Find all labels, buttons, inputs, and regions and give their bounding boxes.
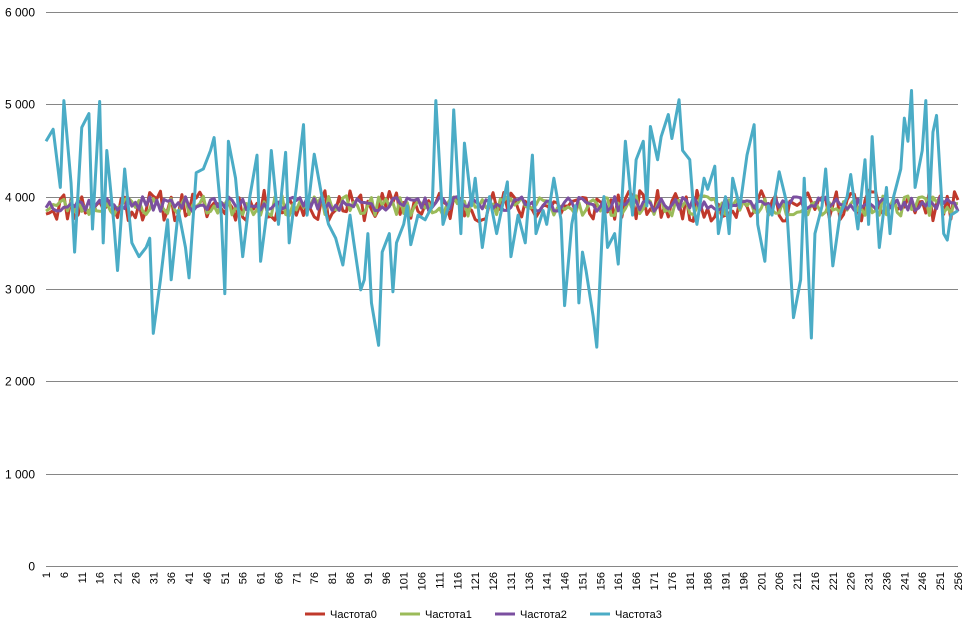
y-axis-ticks: 0 1 000 2 000 3 000 4 000 5 000 6 000 [5,6,35,574]
x-tick-label: 191 [721,572,733,590]
legend-label: Частота1 [425,609,472,621]
x-tick-label: 21 [113,572,125,584]
x-tick-label: 71 [291,572,303,584]
y-tick-label: 2 000 [5,375,35,389]
legend-label: Частота3 [615,609,662,621]
legend-label: Частота2 [520,609,567,621]
legend: Частота0 Частота1 Частота2 Частота3 [305,609,662,621]
x-tick-label: 181 [685,572,697,590]
x-tick-label: 201 [756,572,768,590]
x-tick-label: 121 [470,572,482,590]
x-tick-label: 26 [130,572,142,584]
series-line-Частота3 [44,88,959,349]
x-tick-label: 86 [345,572,357,584]
x-tick-label: 41 [184,572,196,584]
x-tick-label: 251 [935,572,947,590]
x-tick-label: 236 [881,572,893,590]
x-tick-label: 111 [434,572,446,589]
x-tick-label: 46 [202,572,214,584]
x-tick-label: 156 [595,572,607,590]
y-tick-label: 1 000 [5,468,35,482]
x-tick-label: 146 [560,572,572,590]
x-tick-label: 126 [488,572,500,590]
x-tick-label: 1 [41,572,53,578]
x-tick-label: 186 [703,572,715,590]
y-tick-label: 3 000 [5,283,35,297]
x-tick-label: 136 [524,572,536,590]
x-tick-label: 256 [953,572,965,590]
gridlines [46,12,958,567]
y-tick-label: 0 [28,560,35,574]
x-axis-ticks: 1 6 11 16 21 26 31 36 41 46 51 56 61 66 71 76 81 86 91 96 10… [41,572,965,590]
x-tick-label: 226 [846,572,858,590]
x-tick-label: 141 [542,572,554,590]
x-tick-label: 171 [649,572,661,590]
x-tick-label: 81 [327,572,339,584]
x-tick-label: 96 [381,572,393,584]
y-tick-label: 6 000 [5,6,35,20]
x-tick-label: 56 [238,572,250,584]
x-tick-label: 6 [59,572,71,578]
x-tick-label: 16 [95,572,107,584]
x-tick-label: 101 [399,572,411,590]
x-tick-label: 246 [917,572,929,590]
series-lines [44,88,960,349]
x-tick-label: 36 [166,572,178,584]
x-tick-label: 161 [613,572,625,590]
legend-label: Частота0 [330,609,377,621]
x-tick-label: 131 [506,572,518,590]
x-tick-label: 66 [273,572,285,584]
x-tick-label: 116 [452,572,464,590]
x-tick-label: 211 [792,572,804,590]
x-tick-label: 51 [220,572,232,584]
x-tick-label: 151 [577,572,589,590]
x-tick-label: 241 [899,572,911,590]
x-tick-label: 216 [810,572,822,590]
x-tick-label: 106 [417,572,429,590]
y-tick-label: 4 000 [5,191,35,205]
x-tick-label: 206 [774,572,786,590]
x-tick-label: 91 [363,572,375,584]
x-tick-label: 176 [667,572,679,590]
x-tick-label: 31 [148,572,160,584]
y-tick-label: 5 000 [5,98,35,112]
x-tick-label: 196 [738,572,750,590]
x-tick-label: 166 [631,572,643,590]
x-tick-label: 76 [309,572,321,584]
x-tick-label: 231 [864,572,876,590]
x-tick-label: 61 [256,572,268,584]
x-tick-label: 221 [828,572,840,590]
x-tick-label: 11 [77,572,89,583]
